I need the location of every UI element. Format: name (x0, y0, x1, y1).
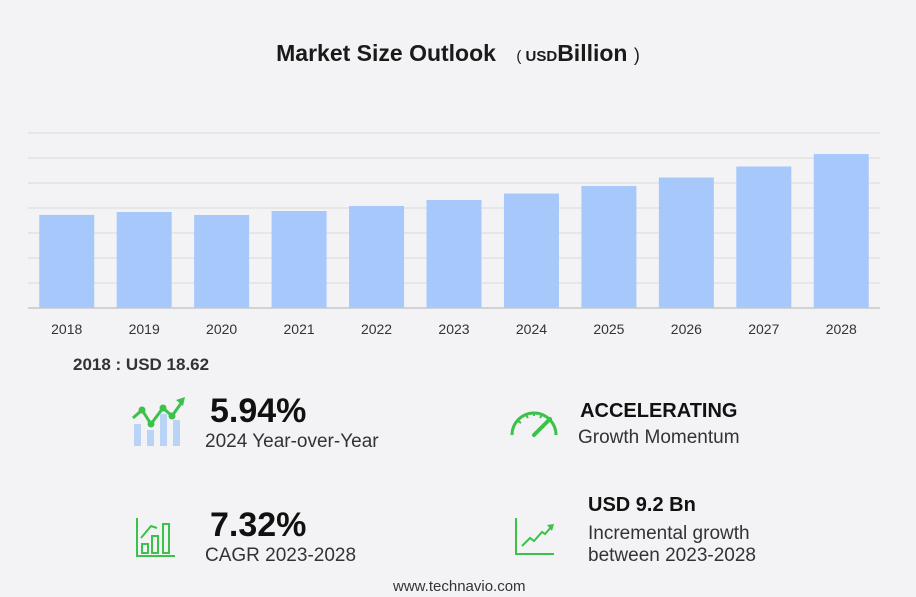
incremental-stat: USD 9.2 Bn Incremental growth between 20… (588, 494, 756, 567)
x-tick-label: 2028 (826, 321, 857, 337)
bar-chart: 2018 2019 2020 2021 2022 2023 2024 2025 2026 2027… (28, 132, 880, 337)
x-tick-label: 2026 (671, 321, 702, 337)
x-tick-label: 2025 (593, 321, 624, 337)
incremental-label-1: Incremental growth (588, 523, 750, 544)
bar-growth-icon (136, 518, 175, 557)
base-year-value: 2018 : USD 18.62 (73, 355, 210, 374)
bar-2026 (658, 177, 714, 308)
bar-2027 (736, 166, 792, 308)
x-tick-label: 2019 (129, 321, 160, 337)
x-tick-label: 2027 (748, 321, 779, 337)
title-unit: ( USD (516, 48, 557, 65)
bar-2022 (349, 206, 405, 308)
x-tick-label: 2020 (206, 321, 237, 337)
bar-2028 (813, 154, 869, 308)
x-tick-label: 2022 (361, 321, 392, 337)
bar-2021 (271, 211, 327, 308)
incremental-value: USD 9.2 Bn (588, 494, 696, 516)
title-main: Market Size Outlook (276, 40, 496, 66)
bar-2019 (116, 212, 172, 308)
paren-close: ) (633, 45, 640, 65)
bar-2018 (39, 214, 95, 308)
yoy-label: 2024 Year-over-Year (205, 431, 379, 452)
growth-chart-icon (132, 397, 185, 446)
incremental-label-2: between 2023-2028 (588, 545, 756, 566)
cagr-stat: 7.32% CAGR 2023-2028 (205, 506, 356, 567)
trend-line-icon (515, 518, 554, 555)
bar-2024 (503, 193, 559, 308)
momentum-label: Growth Momentum (578, 427, 740, 448)
momentum-value: ACCELERATING (580, 400, 738, 422)
momentum-stat: ACCELERATING Growth Momentum (578, 400, 740, 449)
source-footer: www.technavio.com (393, 578, 526, 595)
yoy-value: 5.94% (210, 392, 307, 430)
unit-abbr: USD (525, 48, 558, 65)
cagr-label: CAGR 2023-2028 (205, 545, 357, 566)
x-tick-label: 2021 (284, 321, 315, 337)
bar-2023 (426, 200, 482, 308)
cagr-value: 7.32% (210, 506, 307, 544)
bar-2020 (194, 215, 250, 308)
x-tick-label: 2024 (516, 321, 547, 337)
x-tick-label: 2018 (51, 321, 82, 337)
x-tick-label: 2023 (438, 321, 469, 337)
unit-word: Billion (557, 40, 628, 66)
chart-title: Market Size Outlook ( USDBillion ) (0, 40, 916, 67)
speedometer-icon (510, 411, 558, 437)
yoy-stat: 5.94% 2024 Year-over-Year (205, 392, 379, 453)
bar-2025 (581, 186, 637, 308)
paren-open: ( (516, 48, 522, 65)
